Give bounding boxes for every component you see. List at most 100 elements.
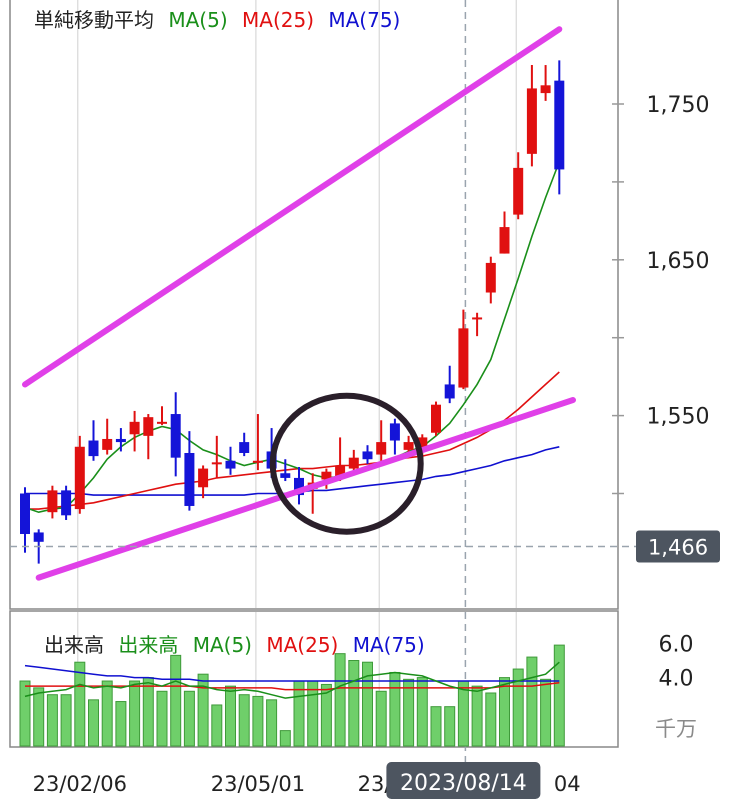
ma-legend: 単純移動平均 MA(5) MA(25) MA(75) (34, 8, 400, 32)
candle-body (143, 417, 154, 436)
volume-bar (225, 685, 236, 747)
volume-bar (46, 694, 58, 747)
candlestick (389, 418, 400, 455)
price-axis: 1,750 1,650 1,550 (647, 93, 710, 430)
volume-bar (334, 653, 346, 747)
candle-body (321, 471, 332, 480)
candle-body (431, 404, 441, 433)
candle-body (499, 227, 510, 254)
ma25-legend: MA(25) (242, 8, 314, 32)
volume-ma25-line (25, 681, 560, 691)
candlestick (403, 435, 414, 455)
volume-bar (170, 654, 182, 747)
candlestick (252, 414, 263, 471)
price-tick-label: 1,550 (647, 405, 710, 430)
highlight-circle (269, 392, 424, 535)
crosshair-badge (386, 762, 541, 799)
volume-bar (129, 680, 141, 747)
volume-bar (320, 683, 332, 747)
crosshair-date-badge: 2023/08/14 (386, 762, 541, 799)
candlesticks (20, 60, 565, 564)
candle-body (88, 440, 99, 457)
candlestick (499, 211, 510, 254)
candlestick (115, 428, 126, 452)
candlestick (61, 485, 72, 520)
candlestick (157, 406, 167, 425)
date-axis: 23/02/06 23/05/01 23/0 04 (33, 772, 581, 796)
candlestick (47, 485, 58, 519)
candlestick (554, 60, 565, 195)
candle-body (362, 451, 373, 460)
candle-body (61, 490, 72, 516)
candle-body (74, 446, 85, 510)
ma5-legend: MA(5) (168, 8, 227, 32)
candlestick (513, 152, 524, 220)
volume-axis: 6.04.0 (659, 632, 694, 691)
volume-ma5-legend: MA(5) (193, 633, 252, 657)
volume-bar (156, 690, 168, 747)
candlestick (307, 473, 318, 514)
volume-bar (197, 673, 209, 747)
candle-body (198, 468, 209, 488)
annotations (22, 26, 576, 581)
candle-body (184, 452, 195, 506)
volume-ma75-legend: MA(75) (353, 633, 425, 657)
moving-average-lines (24, 161, 561, 514)
volume-bar (266, 699, 278, 747)
candlestick (129, 410, 140, 452)
volume-bar (362, 661, 373, 747)
volume-bar (279, 730, 291, 747)
candlestick (74, 435, 85, 514)
candle-body (513, 167, 524, 215)
volume-bar (19, 680, 31, 747)
volume-bar (553, 644, 565, 747)
volume-bar (142, 677, 154, 747)
date-tick-label: 04 (554, 772, 581, 796)
ma-legend-title: 単純移動平均 (34, 8, 154, 32)
candle-body (280, 473, 291, 478)
volume-bar (348, 660, 360, 747)
candlestick (211, 435, 222, 478)
candle-body (157, 421, 167, 424)
candle-body (403, 442, 414, 450)
candlestick (321, 468, 332, 489)
candlestick (102, 418, 113, 455)
candle-body (485, 262, 496, 293)
candle-body (211, 462, 222, 465)
ma75-line (25, 446, 560, 496)
price-tick-label: 1,750 (647, 93, 710, 118)
candle-body (225, 460, 236, 469)
candle-body (20, 493, 30, 535)
volume-bar (60, 694, 72, 747)
candle-body (102, 438, 113, 450)
candlestick (225, 446, 236, 475)
volume-bar (293, 680, 305, 747)
volume-legend-title: 出来高 (44, 633, 104, 657)
volume-bar (512, 668, 524, 747)
candlestick (170, 392, 181, 477)
volume-ma-lines (24, 661, 560, 699)
candle-body (554, 80, 565, 170)
volume-bar (499, 677, 510, 747)
candle-body (444, 384, 455, 399)
volume-unit: 千万 (655, 717, 697, 741)
candlestick (444, 365, 455, 404)
candlestick (335, 437, 346, 482)
candle-body (348, 457, 359, 469)
candle-body (472, 317, 483, 320)
date-tick-label: 23/05/01 (211, 772, 305, 796)
candlestick (294, 467, 304, 505)
volume-bar (238, 694, 250, 747)
volume-bar (485, 692, 497, 747)
volume-bar (307, 680, 319, 747)
main-plot-frame (9, 0, 619, 610)
volume-bar (183, 690, 195, 747)
volume-ma75-line (24, 664, 560, 682)
candle-body (335, 465, 346, 477)
volume-bar (211, 704, 223, 747)
volume-series-legend: 出来高 (118, 633, 178, 657)
candle-body (47, 490, 58, 513)
volume-bar (389, 671, 401, 747)
current-price-label: 1,466 (648, 535, 708, 559)
